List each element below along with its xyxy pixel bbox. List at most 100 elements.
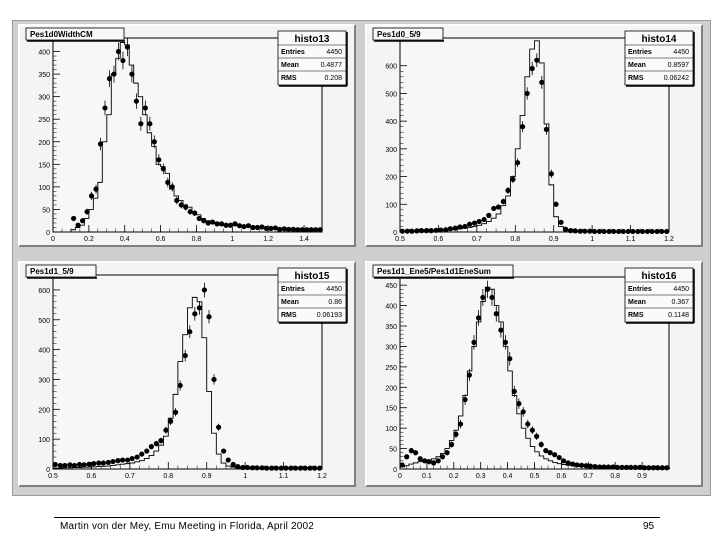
histogram-pad-histo15[interactable]: 0 100 200 300 400 500 600 0.5 0.6 0.7 0.8 0.9 1 1.1 1.…: [18, 261, 356, 487]
data-point: [574, 462, 580, 468]
data-point: [187, 209, 193, 215]
data-point: [211, 376, 217, 383]
data-point: [480, 294, 486, 301]
data-point: [52, 461, 58, 468]
stats-entries-label: Entries: [628, 286, 652, 293]
x-tick-label: 0.3: [476, 473, 486, 480]
data-point: [484, 286, 491, 292]
data-point: [481, 216, 487, 223]
data-point: [452, 225, 458, 231]
x-tick-label: 1: [590, 236, 594, 243]
data-point: [637, 464, 643, 470]
data-point: [100, 460, 106, 466]
data-point: [278, 465, 284, 471]
data-point: [216, 424, 222, 430]
stats-box: histo13 Entries 4450 Mean 0.4877 RMS 0.208: [277, 30, 348, 87]
x-tick-label: 0.7: [125, 473, 135, 480]
data-point: [649, 228, 655, 235]
data-point: [111, 71, 117, 77]
data-point: [142, 105, 148, 111]
x-tick-label: 0.9: [202, 473, 212, 480]
data-point: [187, 329, 193, 335]
data-point: [605, 464, 612, 470]
stats-entries-value: 4450: [326, 286, 342, 293]
data-point: [572, 228, 578, 234]
data-point: [57, 462, 63, 469]
stats-rms-label: RMS: [628, 75, 644, 82]
data-point: [650, 465, 656, 471]
stats-mean-label: Mean: [628, 299, 646, 306]
stats-rms-value: 0.208: [324, 75, 342, 82]
y-tick-label: 150: [385, 406, 397, 413]
data-point: [308, 227, 314, 233]
data-point: [272, 225, 278, 231]
histogram-pad-histo16[interactable]: 0 50 100 150 200 250 300 350 400 450 0 0.1 0.2 0.3 0.4…: [365, 261, 703, 487]
data-point: [97, 141, 104, 147]
stats-mean-value: 0.8597: [668, 62, 690, 69]
data-point: [182, 352, 188, 359]
data-point: [163, 427, 169, 433]
y-tick-label: 450: [385, 283, 397, 290]
data-point: [205, 220, 211, 226]
data-point: [556, 454, 562, 461]
y-tick-label: 100: [38, 185, 50, 192]
data-point: [259, 224, 265, 230]
data-point: [447, 226, 453, 232]
stats-box: histo16 Entries 4450 Mean 0.367 RMS 0.1148: [624, 267, 695, 324]
data-point: [297, 465, 304, 471]
data-point: [124, 44, 131, 50]
y-tick-label: 300: [385, 344, 397, 351]
data-point: [93, 186, 99, 192]
data-point: [570, 461, 576, 467]
histogram-svg: 0 100 200 300 400 500 600 0.5 0.6 0.7 0.8 0.9 1 1.1 1.…: [25, 264, 348, 480]
data-point: [286, 226, 292, 232]
data-point: [592, 463, 598, 470]
plot-frame: [52, 274, 323, 470]
y-tick-label: 250: [385, 365, 397, 372]
x-tick-label: 0.6: [156, 236, 166, 243]
data-point: [507, 356, 513, 362]
data-point: [167, 418, 174, 424]
data-point: [147, 121, 153, 127]
data-point: [563, 226, 569, 232]
data-point: [214, 221, 220, 227]
y-tick-label: 0: [393, 230, 397, 237]
data-point: [106, 76, 113, 82]
data-point: [620, 228, 626, 235]
x-tick-label: 0.6: [557, 473, 567, 480]
data-point: [67, 462, 73, 468]
data-point: [659, 465, 665, 471]
data-point: [466, 221, 473, 227]
y-tick-label: 50: [389, 447, 397, 454]
data-point: [196, 305, 203, 311]
y-tick-label: 300: [38, 95, 50, 102]
x-tick-label: 0: [398, 473, 402, 480]
x-tick-label: 0.7: [472, 236, 482, 243]
data-point: [610, 464, 616, 470]
x-tick-label: 0.2: [84, 236, 94, 243]
x-tick-label: 0.9: [637, 473, 647, 480]
data-point: [428, 228, 434, 234]
y-tick-label: 400: [385, 119, 397, 126]
data-point: [596, 228, 603, 235]
histogram-pad-histo14[interactable]: 0 100 200 300 400 500 600 0.5 0.6 0.7 0.8 0.9 1 1.1 1.…: [365, 24, 703, 247]
data-point: [475, 315, 482, 321]
histogram-pad-histo13[interactable]: 0 50 100 150 200 250 300 350 400 0 0.2 0.4 0.6 0.8 1 1.…: [18, 24, 356, 247]
data-point: [88, 193, 95, 199]
data-point: [259, 465, 265, 471]
data-point: [529, 65, 535, 72]
data-point: [623, 464, 630, 470]
y-tick-label: 100: [385, 202, 397, 209]
data-point: [138, 121, 144, 127]
data-point: [115, 48, 122, 55]
data-point: [577, 228, 583, 234]
data-point: [264, 465, 270, 471]
y-tick-label: 300: [38, 377, 50, 384]
data-point: [664, 465, 670, 471]
data-point: [457, 421, 464, 427]
data-point: [129, 455, 135, 462]
data-point: [413, 450, 419, 456]
data-point: [218, 221, 225, 227]
data-point: [283, 465, 289, 471]
y-tick-label: 0: [46, 230, 50, 237]
